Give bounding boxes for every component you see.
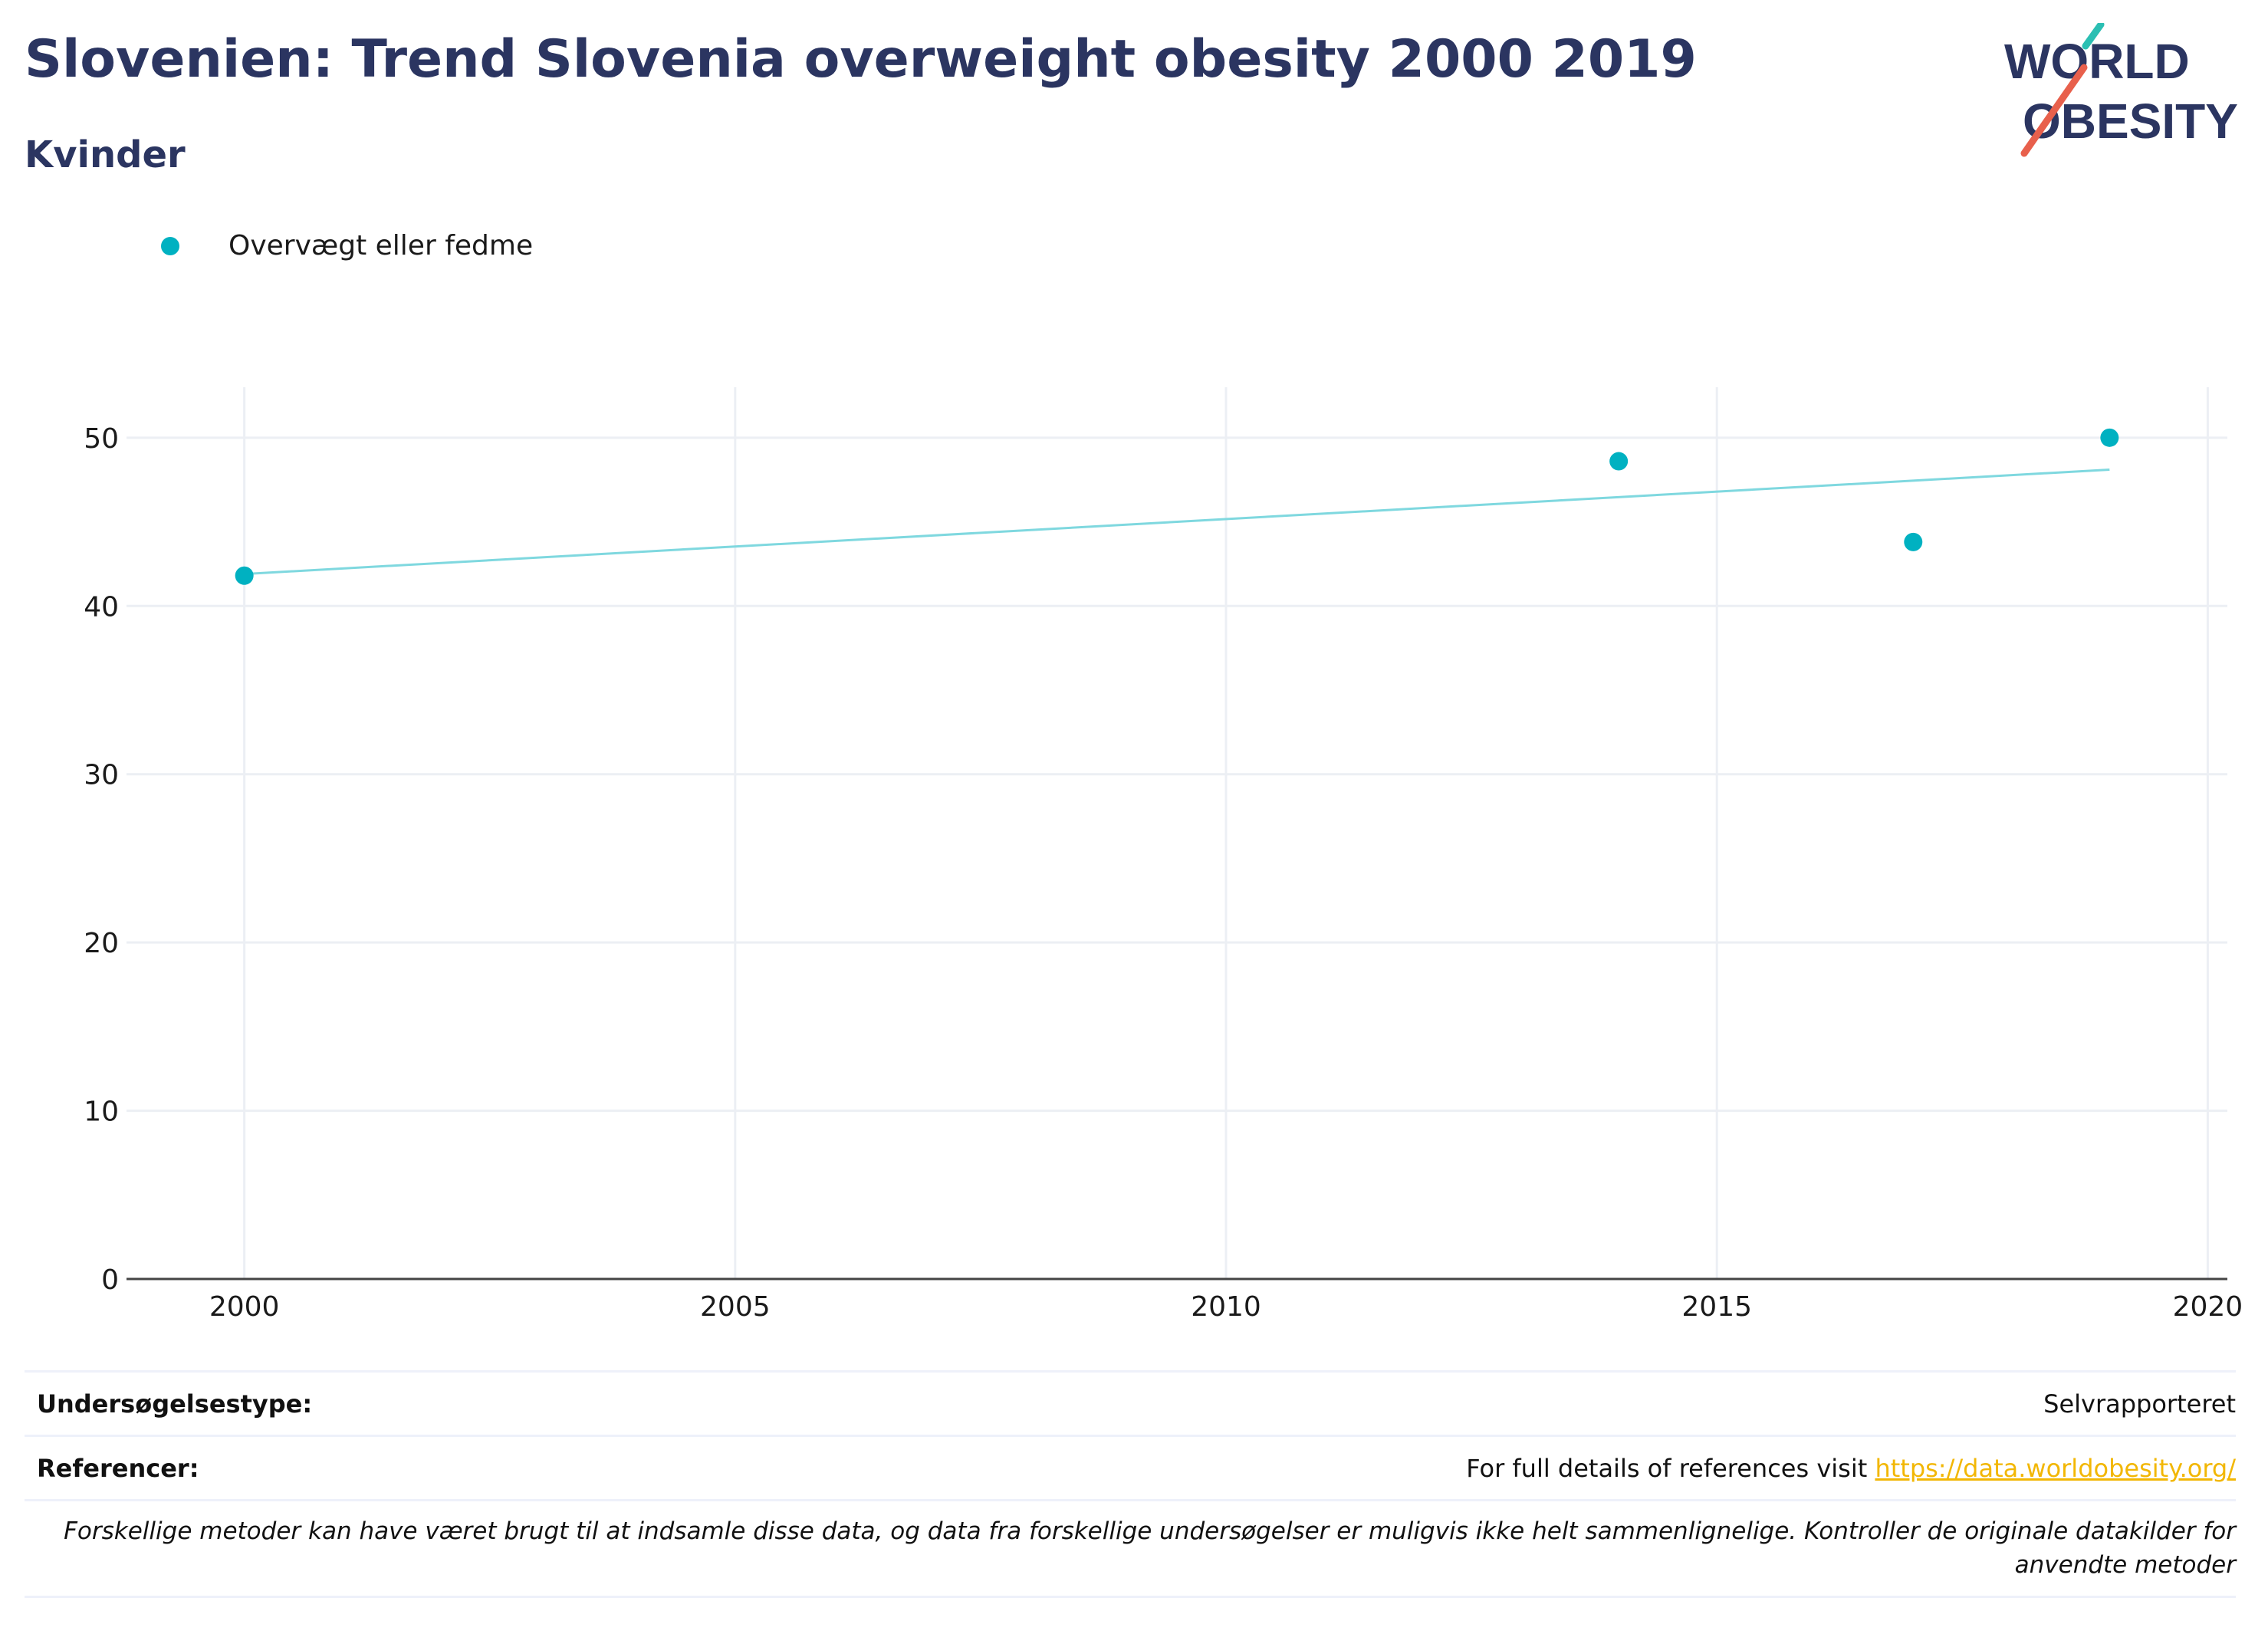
y-tick-label: 20: [84, 928, 119, 959]
data-point: [235, 566, 254, 585]
x-tick-label: 2000: [209, 1291, 280, 1323]
y-tick-label: 50: [84, 423, 119, 455]
trend-line: [244, 469, 2110, 576]
y-tick-label: 40: [84, 591, 119, 623]
references-label: Referencer:: [37, 1454, 199, 1483]
y-tick-label: 30: [84, 760, 119, 791]
x-tick-label: 2015: [1681, 1291, 1752, 1323]
y-tick-label: 10: [84, 1096, 119, 1128]
references-text: For full details of references visit: [1466, 1454, 1875, 1483]
footer-bottom-rule: [25, 1596, 2236, 1598]
x-tick-label: 2005: [700, 1291, 771, 1323]
data-point: [1904, 532, 1923, 551]
legend-marker: [161, 236, 179, 255]
y-tick-label: 0: [101, 1264, 119, 1296]
references-link[interactable]: https://data.worldobesity.org/: [1875, 1454, 2236, 1483]
legend-label: Overvægt eller fedme: [228, 230, 534, 261]
logo-red-slash: [2020, 64, 2088, 157]
disclaimer-line-1: Forskellige metoder kan have været brugt…: [64, 1517, 2236, 1545]
survey-type-value: Selvrapporteret: [2043, 1389, 2236, 1419]
logo-teal-slash: [2082, 23, 2105, 50]
disclaimer: Forskellige metoder kan have været brugt…: [25, 1514, 2236, 1582]
x-tick-label: 2010: [1191, 1291, 1261, 1323]
chart-title: Slovenien: Trend Slovenia overweight obe…: [25, 29, 1697, 90]
data-point: [1609, 452, 1629, 471]
world-obesity-logo: WORLD OBESITY: [2004, 23, 2238, 157]
chart-subtitle: Kvinder: [25, 133, 186, 176]
legend[interactable]: Overvægt eller fedme: [161, 230, 533, 261]
logo-word-1: WORLD: [2004, 34, 2190, 89]
references-row: Referencer: For full details of referenc…: [25, 1435, 2236, 1501]
survey-type-row: Undersøgelsestype: Selvrapporteret: [25, 1370, 2236, 1437]
disclaimer-row: [25, 1499, 2236, 1598]
scatter-chart: 0 10 20 30 40 50 2000 2005 2010 2015 2020: [84, 387, 2243, 1323]
references-value: For full details of references visit htt…: [1466, 1454, 2236, 1483]
data-point: [2100, 428, 2119, 447]
disclaimer-line-2: anvendte metoder: [2014, 1551, 2236, 1579]
x-tick-label: 2020: [2173, 1291, 2243, 1323]
survey-type-label: Undersøgelsestype:: [37, 1389, 313, 1419]
